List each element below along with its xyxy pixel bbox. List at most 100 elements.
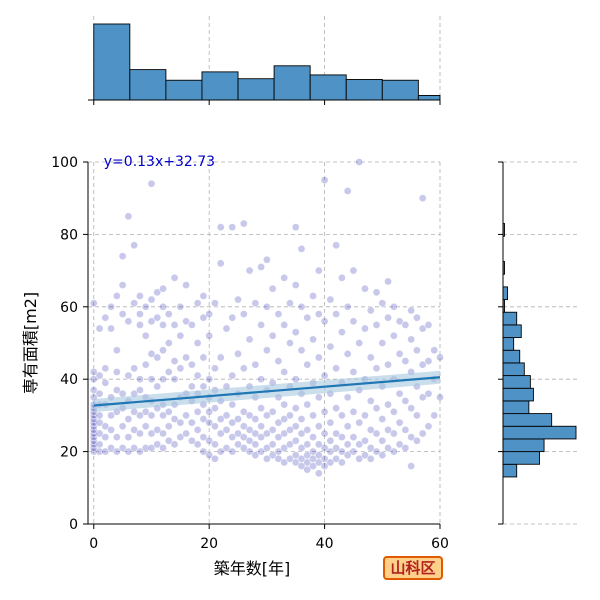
- data-point: [95, 429, 104, 438]
- data-point: [332, 364, 341, 373]
- data-point: [320, 454, 329, 463]
- data-point: [338, 273, 346, 282]
- data-point: [268, 407, 277, 416]
- data-point: [89, 368, 98, 376]
- data-point: [280, 458, 289, 467]
- data-point: [430, 411, 439, 420]
- data-point: [268, 425, 277, 434]
- data-point: [222, 324, 231, 333]
- data-point: [193, 425, 202, 434]
- data-point: [245, 266, 254, 275]
- data-point: [332, 310, 341, 318]
- district-badge: 山科区: [383, 556, 443, 580]
- data-point: [366, 397, 375, 405]
- data-point: [170, 440, 179, 449]
- data-point: [199, 415, 208, 423]
- data-point: [107, 302, 115, 311]
- data-point: [147, 295, 156, 304]
- data-point: [280, 444, 289, 452]
- data-point: [413, 346, 421, 355]
- data-point: [164, 310, 173, 318]
- data-point: [418, 360, 427, 369]
- data-point: [170, 320, 179, 329]
- data-point: [257, 263, 266, 271]
- data-point: [338, 458, 346, 467]
- data-point: [147, 375, 156, 384]
- data-point: [187, 436, 196, 445]
- data-point: [222, 425, 231, 434]
- data-point: [101, 433, 110, 442]
- x-tick-label: 40: [316, 536, 334, 552]
- data-point: [303, 313, 312, 322]
- data-point: [355, 440, 364, 449]
- main-scatter-plot: y=0.13x+32.73 0 20 40 60 0 20 40 60 80 100 築年数[年] 専有…: [21, 154, 449, 578]
- data-point: [355, 418, 364, 427]
- data-point: [309, 335, 317, 344]
- y-tick-label: 0: [69, 517, 78, 533]
- data-point: [239, 364, 248, 373]
- data-point: [159, 444, 167, 452]
- data-point: [234, 440, 242, 449]
- data-point: [297, 302, 306, 311]
- data-point: [107, 444, 115, 452]
- data-point: [274, 447, 283, 456]
- data-point: [170, 273, 179, 282]
- data-point: [245, 411, 254, 420]
- data-point: [395, 349, 404, 358]
- data-point: [141, 331, 150, 340]
- data-point: [95, 411, 104, 420]
- data-point: [309, 411, 317, 420]
- data-point: [211, 404, 219, 413]
- data-point: [297, 454, 306, 463]
- data-point: [112, 292, 121, 300]
- top-hist-bar: [381, 79, 419, 101]
- data-point: [389, 407, 398, 416]
- data-point: [366, 353, 375, 362]
- data-point: [141, 360, 150, 369]
- data-point: [389, 331, 398, 340]
- data-point: [343, 440, 352, 449]
- data-point: [401, 320, 410, 329]
- data-point: [268, 284, 277, 293]
- right-hist-bar: [502, 286, 509, 301]
- data-point: [401, 425, 410, 434]
- data-point: [343, 187, 352, 195]
- data-point: [170, 375, 179, 384]
- data-point: [124, 317, 133, 326]
- data-point: [112, 368, 121, 376]
- data-point: [378, 415, 387, 423]
- data-point: [251, 415, 260, 423]
- right-hist-bar: [502, 425, 577, 440]
- data-point: [187, 320, 196, 329]
- data-point: [297, 444, 306, 452]
- top-histogram: [88, 16, 441, 105]
- data-point: [274, 418, 283, 427]
- y-axis-label: 専有面積[m2]: [21, 292, 40, 394]
- data-point: [286, 440, 294, 449]
- data-point: [124, 447, 133, 456]
- data-point: [257, 447, 266, 456]
- data-point: [251, 299, 260, 308]
- data-point: [332, 241, 341, 250]
- data-point: [309, 447, 317, 456]
- data-point: [147, 349, 156, 358]
- top-hist-bar: [165, 79, 203, 101]
- data-point: [320, 429, 329, 438]
- data-point: [361, 284, 369, 293]
- data-point: [326, 458, 335, 467]
- data-point: [314, 422, 323, 431]
- data-point: [193, 440, 202, 449]
- data-point: [291, 436, 300, 445]
- data-point: [216, 353, 225, 362]
- data-point: [199, 447, 208, 456]
- data-point: [211, 440, 219, 449]
- right-hist-bar: [502, 463, 518, 478]
- data-point: [257, 320, 266, 329]
- data-point: [239, 422, 248, 431]
- data-point: [228, 400, 237, 409]
- data-point: [291, 281, 300, 289]
- data-point: [107, 324, 115, 333]
- data-point: [418, 393, 427, 402]
- data-point: [436, 353, 444, 362]
- data-point: [291, 404, 300, 413]
